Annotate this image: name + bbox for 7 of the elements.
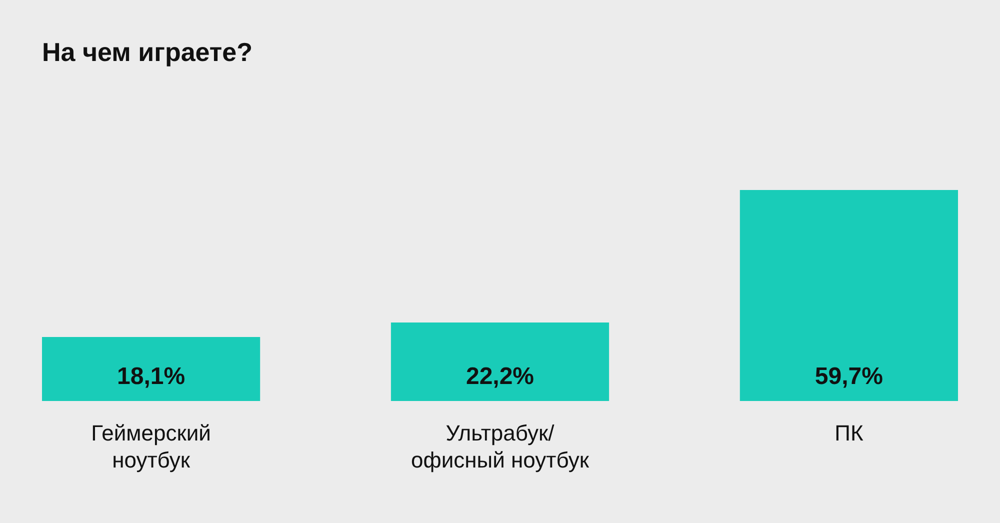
data-label: 18,1% — [117, 363, 186, 390]
data-label: 22,2% — [466, 363, 534, 390]
chart-title: На чем играете? — [42, 37, 252, 67]
data-label: 59,7% — [814, 363, 883, 390]
x-tick-label: Геймерский ноутбук — [91, 420, 211, 472]
x-tick-label: Ультрабук/ офисный ноутбук — [411, 420, 590, 472]
x-tick-label: ПК — [834, 420, 864, 446]
